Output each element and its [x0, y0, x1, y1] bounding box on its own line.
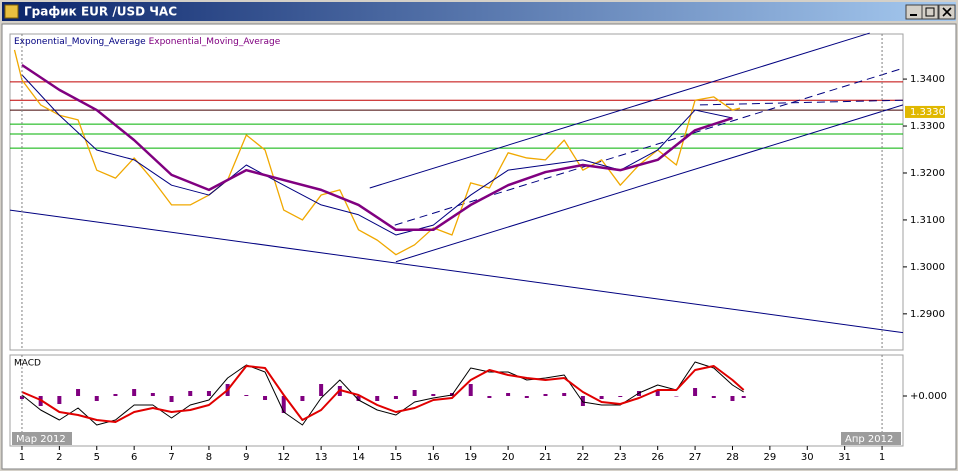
histogram-bar — [543, 394, 548, 396]
histogram-bar — [188, 391, 193, 396]
last-price-box — [905, 105, 945, 118]
histogram-bar — [487, 396, 492, 398]
x-tick-label: 23 — [614, 452, 627, 463]
close-button[interactable] — [938, 4, 956, 20]
y-tick-label: 1.3100 — [910, 215, 945, 226]
x-tick-label: 29 — [764, 452, 777, 463]
histogram-bar — [618, 396, 623, 397]
x-tick-label: 5 — [94, 452, 100, 463]
x-tick-label: 1 — [19, 452, 25, 463]
x-tick-label: 28 — [726, 452, 739, 463]
x-tick-label: 16 — [427, 452, 440, 463]
x-tick-label: 27 — [689, 452, 702, 463]
x-tick-label: 15 — [390, 452, 403, 463]
client-area — [1, 23, 957, 470]
histogram-bar — [113, 394, 118, 396]
histogram-bar — [169, 396, 174, 402]
histogram-bar — [674, 396, 679, 397]
trend-line — [395, 104, 904, 263]
title-bar — [2, 2, 956, 21]
histogram-bar — [244, 395, 249, 396]
histogram-bar — [562, 393, 567, 396]
histogram-bar — [150, 393, 155, 396]
trend-line — [369, 32, 870, 189]
histogram-bar — [57, 396, 62, 404]
histogram-bar — [599, 396, 604, 399]
histogram-bar — [19, 396, 24, 399]
x-tick-label: 31 — [838, 452, 851, 463]
histogram-bar — [506, 393, 511, 396]
macd-panel — [9, 354, 904, 447]
histogram-bar — [655, 391, 660, 396]
series-line — [13, 49, 741, 256]
histogram-bar — [693, 388, 698, 396]
main-panel — [9, 33, 904, 351]
series-line — [21, 365, 745, 423]
x-tick-label: 6 — [131, 452, 137, 463]
histogram-bar — [524, 396, 529, 398]
histogram-bar — [76, 389, 81, 396]
histogram-bar — [468, 384, 473, 396]
y-tick-label: 1.3200 — [910, 168, 945, 179]
x-tick-label: 22 — [577, 452, 590, 463]
y-tick-label: 1.2900 — [910, 309, 945, 320]
series-line — [21, 63, 733, 232]
x-tick-label: 13 — [315, 452, 328, 463]
window-icon — [4, 4, 19, 19]
panel-title: MACD — [14, 359, 41, 369]
series-line — [21, 361, 744, 426]
x-tick-label: 1 — [879, 452, 885, 463]
histogram-bar — [206, 391, 211, 396]
period-label: Апр 2012 — [845, 434, 893, 445]
x-tick-label: 14 — [352, 452, 365, 463]
x-tick-label: 20 — [502, 452, 515, 463]
histogram-bar — [730, 396, 735, 401]
histogram-bar — [94, 396, 99, 401]
period-label-box — [841, 432, 901, 445]
histogram-bar — [741, 396, 746, 398]
period-label-box — [12, 432, 72, 445]
x-tick-label: 19 — [464, 452, 477, 463]
x-tick-label: 7 — [168, 452, 174, 463]
histogram-bar — [711, 396, 716, 398]
x-tick-label: 21 — [539, 452, 552, 463]
histogram-bar — [356, 396, 361, 401]
x-tick-label: 2 — [56, 452, 62, 463]
y-tick-label: 1.3300 — [910, 121, 945, 132]
histogram-bar — [431, 394, 436, 396]
x-tick-label: 30 — [801, 452, 814, 463]
y-tick-label: 1.3000 — [910, 262, 945, 273]
trend-line — [699, 99, 904, 106]
histogram-bar — [132, 389, 137, 396]
last-price-label: 1.3330 — [910, 107, 945, 118]
x-tick-label: 9 — [243, 452, 249, 463]
histogram-bar — [580, 396, 585, 406]
histogram-bar — [412, 390, 417, 396]
period-label: Мар 2012 — [16, 434, 66, 445]
trend-line — [9, 209, 904, 334]
maximize-button[interactable] — [921, 4, 939, 20]
histogram-bar — [393, 396, 398, 399]
y-tick-label: 1.3400 — [910, 74, 945, 85]
histogram-bar — [281, 396, 286, 413]
y-tick-label: +0.000 — [910, 391, 947, 402]
x-tick-label: 8 — [206, 452, 212, 463]
x-tick-label: 12 — [277, 452, 290, 463]
x-tick-label: 26 — [651, 452, 664, 463]
legend-entry: Exponential_Moving_Average — [149, 37, 281, 47]
histogram-bar — [263, 396, 268, 400]
minimize-button[interactable] — [905, 4, 923, 20]
histogram-bar — [300, 396, 305, 401]
histogram-bar — [375, 396, 380, 401]
trend-line — [394, 67, 904, 226]
histogram-bar — [319, 384, 324, 396]
window-title: График EUR /USD ЧАС — [24, 5, 177, 19]
indicator-legend: Exponential_Moving_Average Exponential_M… — [14, 37, 281, 47]
legend-entry: Exponential_Moving_Average — [14, 37, 146, 47]
